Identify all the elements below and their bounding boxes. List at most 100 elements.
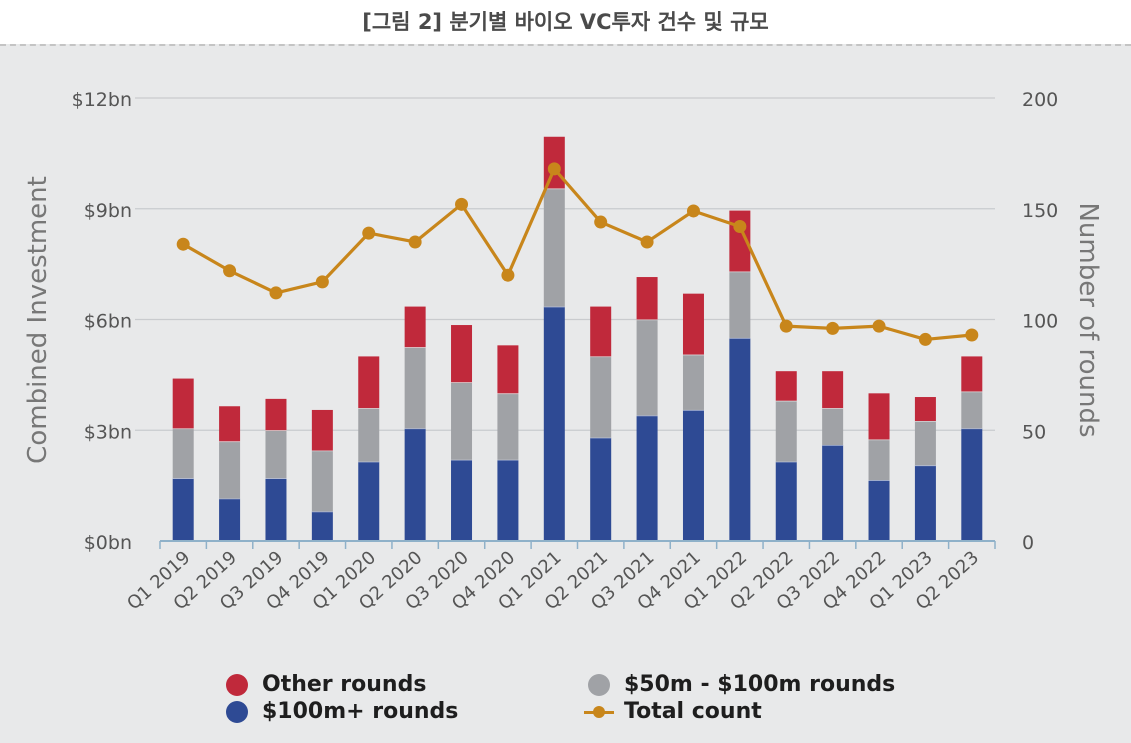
bar-large-rounds <box>868 480 890 541</box>
bar-large-rounds <box>219 498 241 541</box>
bar-other-rounds <box>497 345 519 394</box>
bar-series <box>172 136 983 541</box>
bar-large-rounds <box>729 337 751 541</box>
total-count-point <box>547 162 561 176</box>
bar-mid-rounds <box>868 439 890 481</box>
bar-other-rounds <box>636 277 658 320</box>
total-count-point <box>501 268 515 282</box>
bar-other-rounds <box>451 325 473 383</box>
right-tick-label: 100 <box>1022 311 1058 333</box>
bar-mid-rounds <box>636 319 658 416</box>
bar-large-rounds <box>311 511 333 541</box>
total-count-point <box>176 237 190 251</box>
bar-other-rounds <box>404 306 426 348</box>
legend-other-rounds-label: Other rounds <box>262 672 427 697</box>
legend-other-rounds: Other rounds <box>226 672 426 697</box>
bar-mid-rounds <box>311 450 333 512</box>
left-tick-label: $3bn <box>84 421 132 443</box>
legend-mid-rounds-label: $50m - $100m rounds <box>624 672 896 697</box>
total-count-point <box>362 226 376 240</box>
bar-large-rounds <box>682 409 704 541</box>
total-count-polyline <box>182 167 972 342</box>
right-tick-label: 50 <box>1022 421 1046 443</box>
bar-mid-rounds <box>172 428 194 479</box>
bar-mid-rounds <box>265 430 287 479</box>
legend-large-rounds: $100m+ rounds <box>226 699 458 724</box>
legend-total-count-label: Total count <box>624 699 762 724</box>
bar-large-rounds <box>590 437 612 541</box>
bar-other-rounds <box>682 293 704 355</box>
bar-other-rounds <box>311 409 333 451</box>
left-axis-title: Combined Investment <box>23 176 53 464</box>
bar-large-rounds <box>775 461 797 541</box>
bar-large-rounds <box>822 445 844 541</box>
legend-mid-rounds-dot <box>588 673 610 696</box>
bar-other-rounds <box>358 356 380 409</box>
legend-total-count-marker <box>584 701 614 723</box>
total-count-point <box>269 286 283 300</box>
bar-other-rounds <box>172 378 194 429</box>
bar-mid-rounds <box>543 188 565 307</box>
bar-large-rounds <box>636 415 658 541</box>
bar-other-rounds <box>822 371 844 409</box>
bar-mid-rounds <box>914 421 936 466</box>
total-count-line <box>176 162 979 346</box>
total-count-point <box>686 204 700 218</box>
bar-large-rounds <box>497 459 519 541</box>
bar-mid-rounds <box>497 393 519 460</box>
total-count-point <box>594 215 608 229</box>
right-tick-label: 200 <box>1022 89 1058 111</box>
figure-header <box>0 0 1131 44</box>
total-count-point <box>315 275 329 289</box>
total-count-point <box>779 319 793 333</box>
bar-mid-rounds <box>219 441 241 499</box>
bar-mid-rounds <box>775 400 797 462</box>
total-count-point <box>965 328 979 342</box>
legend-total-count: Total count <box>584 699 762 724</box>
bar-mid-rounds <box>590 356 612 438</box>
total-count-point <box>408 235 422 249</box>
bar-other-rounds <box>265 398 287 431</box>
bar-large-rounds <box>961 428 983 541</box>
left-tick-label: $9bn <box>84 200 132 222</box>
figure-title: [그림 2] 분기별 바이오 VC투자 건수 및 규모 <box>362 10 769 34</box>
bar-large-rounds <box>404 428 426 541</box>
right-axis-title: Number of rounds <box>1073 202 1103 438</box>
bar-other-rounds <box>219 406 241 442</box>
bar-other-rounds <box>868 393 890 440</box>
bar-large-rounds <box>358 461 380 541</box>
total-count-point <box>918 332 932 346</box>
left-tick-label: $6bn <box>84 311 132 333</box>
total-count-point <box>223 264 237 278</box>
total-count-point <box>872 319 886 333</box>
bar-large-rounds <box>914 465 936 541</box>
legend-mid-rounds: $50m - $100m rounds <box>588 672 895 697</box>
bar-other-rounds <box>914 397 936 422</box>
bar-mid-rounds <box>961 391 983 429</box>
legend-large-rounds-label: $100m+ rounds <box>262 699 459 724</box>
legend-large-rounds-dot <box>226 700 248 723</box>
bar-large-rounds <box>265 478 287 541</box>
bar-mid-rounds <box>729 271 751 338</box>
left-tick-label: $0bn <box>84 532 132 554</box>
bar-other-rounds <box>961 356 983 392</box>
bar-large-rounds <box>451 459 473 541</box>
bar-mid-rounds <box>682 354 704 410</box>
bar-other-rounds <box>775 371 797 401</box>
grid-lines <box>135 97 995 431</box>
left-tick-label: $12bn <box>72 89 132 111</box>
legend-other-rounds-dot <box>226 673 248 696</box>
bar-mid-rounds <box>822 408 844 446</box>
bar-large-rounds <box>543 306 565 541</box>
bar-mid-rounds <box>358 408 380 462</box>
bar-mid-rounds <box>404 347 426 429</box>
bar-other-rounds <box>590 306 612 357</box>
total-count-point <box>826 321 840 335</box>
total-count-point <box>455 197 469 211</box>
bar-mid-rounds <box>451 382 473 460</box>
bar-large-rounds <box>172 478 194 541</box>
total-count-point <box>640 235 654 249</box>
dashed-divider <box>0 44 1131 46</box>
right-tick-label: 0 <box>1022 532 1034 554</box>
